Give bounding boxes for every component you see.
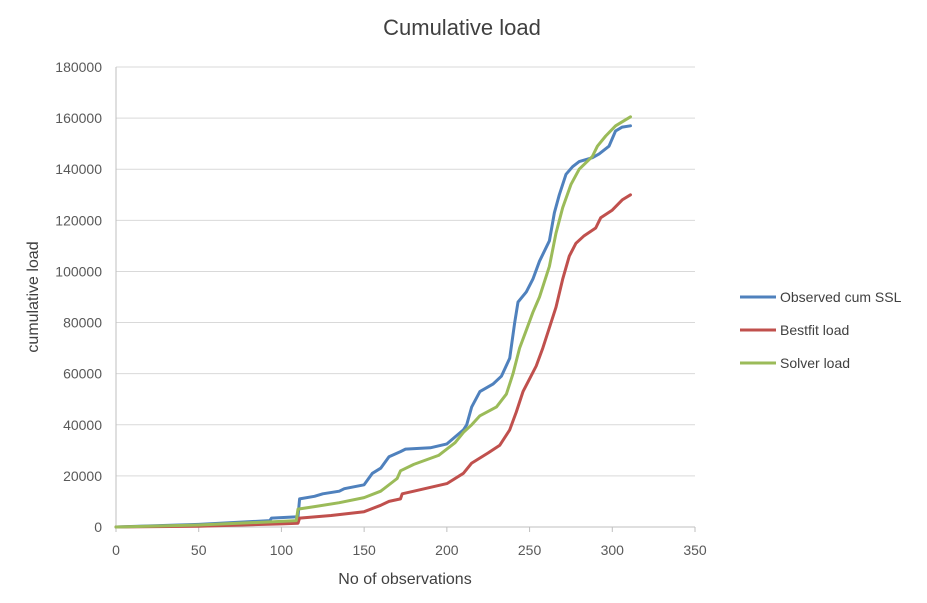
y-tick-label: 160000 [55, 110, 102, 126]
x-tick-label: 350 [683, 542, 707, 558]
x-axis-ticks: 0 50 100 150 200 250 300 350 [112, 527, 707, 558]
axes [115, 67, 695, 528]
series-lines [114, 115, 632, 529]
y-axis-label: cumulative load [25, 241, 42, 352]
legend-label: Bestfit load [780, 322, 849, 338]
legend-label: Solver load [780, 355, 850, 371]
y-tick-label: 20000 [63, 468, 102, 484]
x-tick-label: 250 [518, 542, 542, 558]
y-tick-label: 120000 [55, 212, 102, 228]
x-tick-label: 100 [270, 542, 294, 558]
y-axis-ticks: 0 20000 40000 60000 80000 100000 120000 140000 1… [55, 59, 102, 535]
y-tick-label: 40000 [63, 417, 102, 433]
legend: Observed cum SSL Bestfit load Solver load [740, 289, 902, 371]
y-tick-label: 180000 [55, 59, 102, 75]
series-line-2 [114, 193, 632, 529]
x-tick-label: 300 [601, 542, 625, 558]
x-tick-label: 50 [191, 542, 207, 558]
gridlines [116, 66, 695, 477]
x-tick-label: 200 [435, 542, 459, 558]
legend-label: Observed cum SSL [780, 289, 902, 305]
x-tick-label: 0 [112, 542, 120, 558]
y-tick-label: 140000 [55, 161, 102, 177]
y-tick-label: 0 [94, 519, 102, 535]
y-tick-label: 100000 [55, 263, 102, 279]
y-tick-label: 60000 [63, 366, 102, 382]
series-line-1 [114, 124, 632, 529]
chart-title: Cumulative load [383, 15, 541, 40]
x-axis-label: No of observations [338, 571, 471, 588]
series-line-3 [114, 115, 632, 529]
y-tick-label: 80000 [63, 315, 102, 331]
x-tick-label: 150 [352, 542, 376, 558]
